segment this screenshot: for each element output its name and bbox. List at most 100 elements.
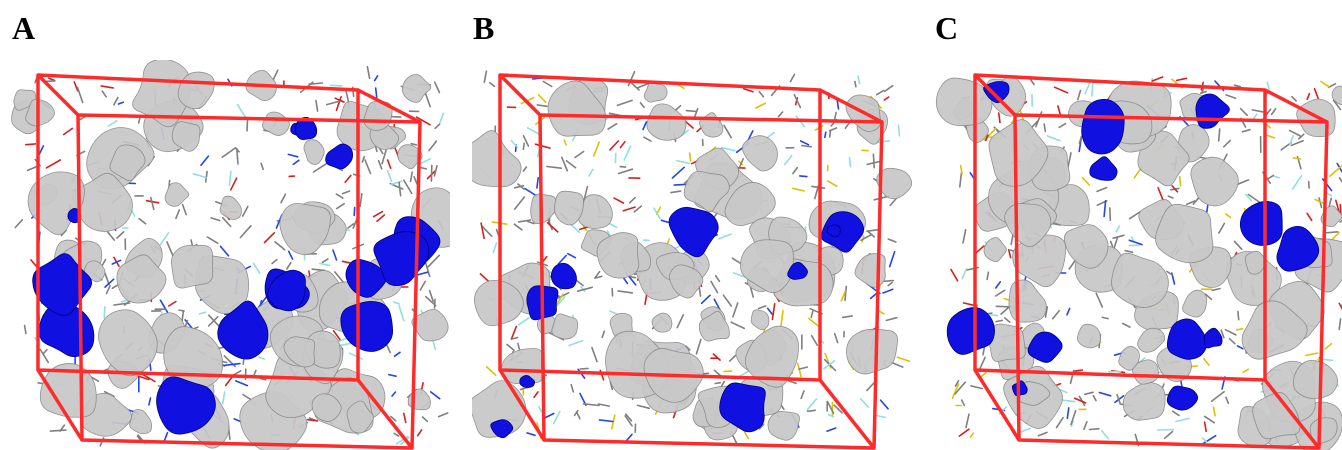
surface-blob <box>472 131 521 187</box>
molecule-stick <box>481 223 484 238</box>
panel-label-c: C <box>935 10 958 47</box>
surface-blob <box>304 140 324 165</box>
molecule-stick <box>877 91 884 95</box>
molecule-stick <box>490 83 495 87</box>
molecule-stick <box>1226 214 1231 217</box>
molecule-stick <box>1219 223 1225 233</box>
molecule-stick <box>1243 369 1248 372</box>
molecule-stick <box>1306 353 1318 355</box>
molecule-stick <box>121 300 126 302</box>
molecule-stick <box>388 160 391 168</box>
molecule-stick <box>537 105 547 106</box>
surface-blob <box>531 194 557 223</box>
molecule-stick <box>723 295 731 306</box>
molecule-stick <box>49 78 55 80</box>
molecule-stick <box>1083 178 1090 185</box>
molecule-stick <box>759 306 766 309</box>
molecule-stick <box>354 208 355 216</box>
simulation-box-c <box>932 60 1342 450</box>
molecule-stick <box>592 348 597 362</box>
molecule-stick <box>64 128 73 134</box>
molecule-stick <box>843 316 853 318</box>
molecule-stick <box>333 250 337 260</box>
molecule-stick <box>980 357 985 368</box>
molecule-stick <box>418 430 422 436</box>
molecule-stick <box>512 338 517 339</box>
molecule-stick <box>281 194 285 203</box>
molecule-stick <box>345 175 351 182</box>
molecule-stick <box>888 239 896 242</box>
molecule-stick <box>890 252 895 267</box>
molecule-stick <box>1068 153 1071 167</box>
molecule-stick <box>699 287 700 296</box>
molecule-stick <box>644 137 651 141</box>
surface-blob <box>220 196 241 219</box>
molecule-stick <box>788 381 796 384</box>
molecule-stick <box>523 143 524 149</box>
molecule-stick <box>1235 241 1242 249</box>
molecule-stick <box>377 215 384 221</box>
molecule-stick <box>320 264 329 266</box>
molecule-stick <box>308 420 318 421</box>
molecule-stick <box>724 371 732 372</box>
molecule-stick <box>1237 329 1243 330</box>
molecule-stick <box>858 76 860 84</box>
molecule-stick <box>392 392 395 396</box>
molecule-stick <box>105 273 109 284</box>
molecule-stick <box>391 181 401 184</box>
simulation-box-b <box>472 60 912 450</box>
molecule-stick <box>1325 344 1331 349</box>
molecule-stick <box>316 101 318 112</box>
molecule-stick <box>1205 422 1207 431</box>
molecule-stick <box>201 156 208 165</box>
molecule-stick <box>1212 289 1220 291</box>
molecule-stick <box>1053 311 1060 319</box>
molecule-stick <box>1047 136 1060 141</box>
molecule-stick <box>800 176 807 177</box>
molecule-stick <box>391 117 401 118</box>
molecule-stick <box>809 318 818 325</box>
molecule-stick <box>1078 91 1081 100</box>
molecule-stick <box>336 194 342 198</box>
molecule-stick <box>1225 330 1236 335</box>
molecule-stick <box>537 178 538 188</box>
molecule-stick <box>399 183 401 196</box>
molecule-stick <box>778 112 782 117</box>
molecule-stick <box>850 158 851 167</box>
molecule-stick <box>610 224 617 228</box>
molecule-stick <box>756 103 765 108</box>
molecule-stick <box>80 117 85 120</box>
molecule-stick <box>1102 317 1108 318</box>
surface-blob <box>1009 280 1046 322</box>
molecule-stick <box>50 430 66 431</box>
molecule-stick <box>802 146 811 147</box>
molecule-stick <box>897 357 909 361</box>
surface-blob <box>1183 290 1207 317</box>
molecule-stick <box>733 303 738 317</box>
molecule-stick <box>996 282 1001 288</box>
molecule-stick <box>731 322 744 328</box>
molecule-stick <box>1102 431 1109 439</box>
surface-blob <box>552 314 578 339</box>
molecule-stick <box>1055 87 1068 93</box>
molecule-stick <box>1059 124 1065 128</box>
surface-blob <box>98 310 157 376</box>
molecule-stick <box>1226 397 1228 403</box>
molecule-stick <box>630 198 636 203</box>
molecule-stick <box>1241 109 1248 116</box>
molecule-stick <box>230 171 231 185</box>
molecule-stick <box>225 364 240 366</box>
molecule-stick <box>1291 141 1303 146</box>
cavity-blob <box>1167 319 1207 359</box>
molecule-stick <box>801 391 804 399</box>
molecule-stick <box>881 400 889 409</box>
molecule-stick <box>223 392 225 404</box>
molecule-stick <box>149 398 151 405</box>
molecule-stick <box>963 230 966 243</box>
molecule-stick <box>1307 213 1312 220</box>
molecule-stick <box>1204 359 1209 366</box>
molecule-stick <box>26 144 36 145</box>
molecule-stick <box>1099 393 1110 396</box>
molecule-stick <box>785 156 792 165</box>
molecule-stick <box>539 95 546 103</box>
